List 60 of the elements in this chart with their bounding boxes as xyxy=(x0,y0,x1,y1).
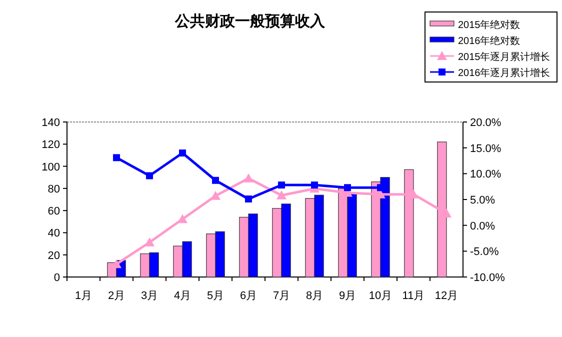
point xyxy=(278,182,285,189)
point xyxy=(245,195,252,202)
point xyxy=(210,190,220,200)
point xyxy=(212,176,219,184)
point xyxy=(144,237,154,246)
bar xyxy=(437,142,447,278)
bar xyxy=(281,204,291,278)
x-tick-label: 6月 xyxy=(240,290,258,302)
bar xyxy=(140,253,150,278)
y2-tick-label: 0.0% xyxy=(470,220,496,232)
bar xyxy=(182,241,192,278)
point xyxy=(244,173,254,182)
point xyxy=(344,184,351,192)
y-tick-label: 40 xyxy=(48,228,60,240)
x-tick-label: 3月 xyxy=(140,290,158,302)
x-tick-label: 1月 xyxy=(74,290,92,302)
x-tick-label: 7月 xyxy=(272,290,290,302)
y2-tick-label: 5.0% xyxy=(470,194,496,206)
y-tick-label: 80 xyxy=(48,183,60,196)
bar xyxy=(314,194,324,278)
point xyxy=(179,150,186,156)
y-tick-label: 140 xyxy=(42,117,60,129)
legend-label: 2016年绝对数 xyxy=(458,35,520,47)
y2-tick-label: 10.0% xyxy=(470,168,502,181)
point xyxy=(276,190,286,200)
legend-label: 2015年绝对数 xyxy=(458,19,520,31)
y2-tick-label: 15.0% xyxy=(470,142,502,155)
y-tick-label: 60 xyxy=(48,206,60,218)
x-tick-label: 5月 xyxy=(206,290,224,302)
bar xyxy=(380,177,390,278)
point xyxy=(311,182,318,189)
point xyxy=(113,154,120,162)
x-tick-label: 12月 xyxy=(434,290,458,302)
bar xyxy=(248,214,258,278)
y2-tick-label: 20.0% xyxy=(470,117,502,129)
chart-title: 公共财政一般预算收入 xyxy=(174,13,326,30)
x-tick-label: 9月 xyxy=(338,290,356,302)
bar xyxy=(173,246,183,278)
x-tick-label: 2月 xyxy=(108,290,126,302)
bar xyxy=(215,231,225,278)
point xyxy=(146,172,153,180)
x-tick-label: 10月 xyxy=(368,290,392,302)
y-tick-label: 100 xyxy=(42,161,60,174)
bar xyxy=(239,216,249,278)
bar xyxy=(272,208,282,278)
x-tick-label: 8月 xyxy=(306,290,324,302)
x-tick-label: 11月 xyxy=(402,290,425,302)
y-tick-label: 120 xyxy=(42,139,60,152)
bar xyxy=(149,252,159,278)
y-tick-label: 20 xyxy=(48,250,60,262)
x-tick-label: 4月 xyxy=(174,290,192,302)
y2-tick-label: -5.0% xyxy=(470,246,499,258)
legend-label: 2015年逐月累计增长 xyxy=(458,51,550,63)
y2-tick-label: -10.0% xyxy=(470,272,506,284)
bar xyxy=(404,169,414,278)
point xyxy=(178,214,188,224)
bar xyxy=(206,234,216,278)
bar xyxy=(305,198,315,278)
legend-label: 2016年逐月累计增长 xyxy=(458,67,550,79)
y-tick-label: 0 xyxy=(54,272,60,284)
